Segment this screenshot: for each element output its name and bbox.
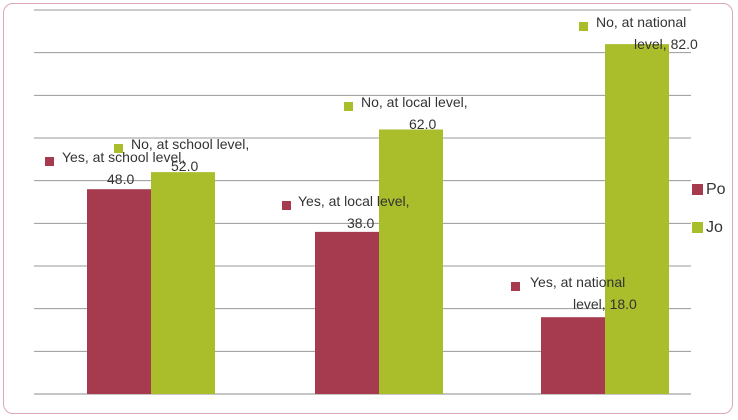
bar-chart: Yes, at school level, 48.0 Yes, at local l… xyxy=(34,9,726,395)
data-label-marker xyxy=(579,22,588,31)
data-label-marker xyxy=(45,157,54,166)
data-label-line2: level, 18.0 xyxy=(573,296,637,312)
data-label-line1: Yes, at school level, xyxy=(62,149,185,165)
bar-jo-3[interactable] xyxy=(605,44,669,395)
bar-jo-1[interactable] xyxy=(151,172,215,394)
chart-frame: Yes, at school level, 48.0 Yes, at local l… xyxy=(3,3,733,414)
data-label-line1: Yes, at national xyxy=(530,274,625,290)
data-label-marker xyxy=(114,144,123,153)
data-label-line2: 62.0 xyxy=(409,116,436,132)
data-label-marker xyxy=(344,102,353,111)
legend-swatch-po xyxy=(692,184,703,195)
data-label-line2: 38.0 xyxy=(347,215,374,231)
legend-label-po: Po xyxy=(706,181,726,198)
data-label-line1: No, at national xyxy=(596,14,686,30)
bar-po-1[interactable] xyxy=(87,189,151,394)
data-label-marker xyxy=(511,282,520,291)
bar-po-2[interactable] xyxy=(315,231,379,394)
data-label-line2: 52.0 xyxy=(171,158,198,174)
bar-jo-2[interactable] xyxy=(379,129,443,394)
legend-swatch-jo xyxy=(692,222,703,233)
data-label-line2: 48.0 xyxy=(107,171,134,187)
bar-po-3[interactable] xyxy=(541,317,605,394)
legend-label-jo: Jo xyxy=(706,219,723,236)
data-label-line1: No, at school level, xyxy=(131,136,249,152)
data-label-line1: Yes, at local level, xyxy=(298,193,410,209)
data-label-line2: level, 82.0 xyxy=(634,36,698,52)
data-label-marker xyxy=(282,201,291,210)
data-label-line1: No, at local level, xyxy=(361,94,468,110)
